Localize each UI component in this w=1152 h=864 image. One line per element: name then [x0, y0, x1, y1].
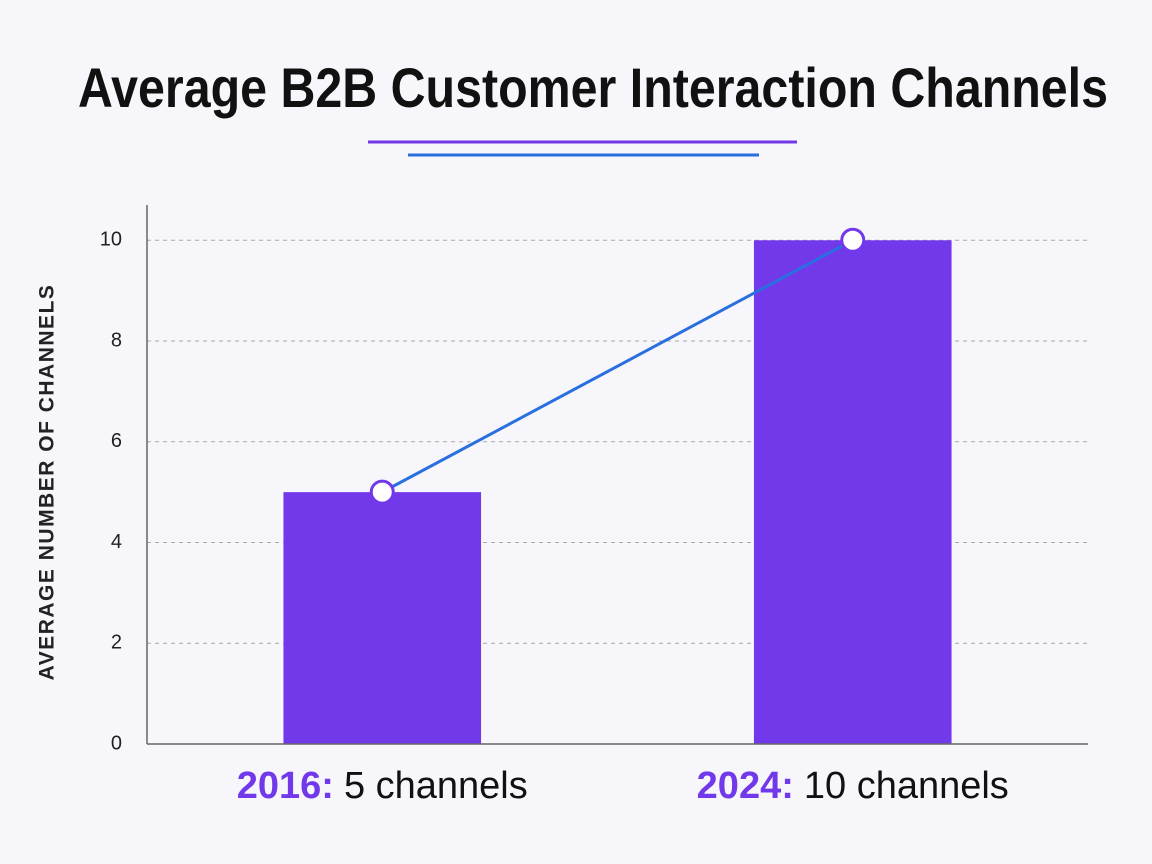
x-tick-label: 2024: 10 channels	[697, 765, 1009, 807]
category-label: 2016:	[237, 765, 334, 807]
y-tick-label: 0	[111, 732, 122, 754]
y-tick-label: 4	[111, 531, 122, 553]
line-marker	[840, 227, 866, 253]
line-marker	[369, 479, 395, 505]
x-tick-label: 2016: 5 channels	[237, 765, 528, 807]
value-label: 5 channels	[344, 765, 528, 807]
y-tick-label: 8	[111, 329, 122, 351]
y-tick-label: 10	[100, 229, 122, 251]
trend-line	[381, 238, 854, 494]
chart-title: Average B2B Customer Interaction Channel…	[78, 56, 1108, 119]
bar	[753, 240, 952, 744]
category-label: 2024:	[697, 765, 794, 807]
bar	[283, 492, 482, 744]
y-tick-label: 6	[111, 430, 122, 452]
y-axis-label: AVERAGE NUMBER OF CHANNELS	[36, 284, 59, 681]
y-tick-label: 2	[111, 632, 122, 654]
value-label: 10 channels	[804, 765, 1009, 807]
